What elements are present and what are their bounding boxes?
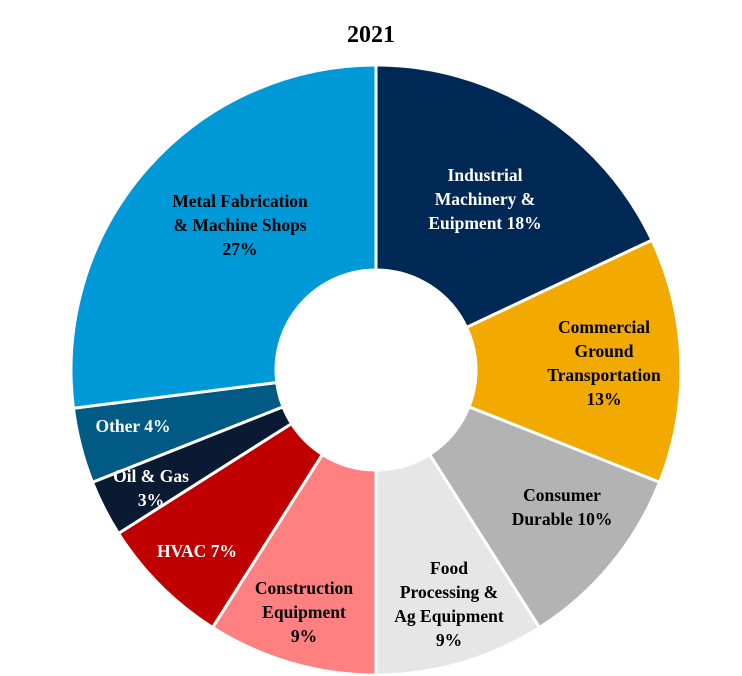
slice-0 (374, 63, 654, 330)
slice-label-line: Ag Equipment (394, 606, 504, 626)
slice-label-line: 27% (223, 239, 258, 259)
slice-1 (464, 238, 683, 485)
slice-label-line: Construction (255, 578, 353, 598)
slice-label-2: Consumer Durable 10% (512, 485, 613, 529)
labels-group: Industrial Machinery & Euipment 18% Commerc… (95, 165, 660, 650)
slice-3 (374, 452, 542, 676)
slice-label-4: Construction Equipment 9% (255, 578, 353, 646)
slice-label-line: HVAC 7% (157, 541, 237, 561)
slice-label-line: Commercial (558, 317, 650, 337)
slice-label-line: 9% (436, 630, 462, 650)
slice-label-line: Food (430, 558, 468, 578)
slice-label-line: 13% (587, 389, 622, 409)
slice-label-line: Transportation (547, 365, 661, 385)
slice-label-6: Oil & Gas 3% (113, 466, 189, 510)
slice-4 (210, 452, 378, 676)
slice-label-line: & Machine Shops (173, 215, 306, 235)
slice-label-5: HVAC 7% (157, 541, 237, 561)
chart-title: 2021 (347, 22, 395, 48)
slice-label-line: Processing & (400, 582, 498, 602)
slice-label-line: Euipment 18% (428, 213, 541, 233)
slice-label-line: Ground (574, 341, 633, 361)
slice-2 (427, 404, 662, 630)
slice-label-7: Other 4% (95, 416, 170, 436)
slice-label-line: Industrial (448, 165, 523, 185)
slice-label-line: Equipment (262, 602, 346, 622)
slice-label-line: Metal Fabrication (172, 191, 308, 211)
slice-label-line: Oil & Gas (113, 466, 189, 486)
slice-label-line: 9% (291, 626, 317, 646)
slice-label-line: Consumer (523, 485, 601, 505)
slice-label-line: Other 4% (95, 416, 170, 436)
slice-label-0: Industrial Machinery & Euipment 18% (428, 165, 541, 233)
slice-label-line: Durable 10% (512, 509, 613, 529)
slice-label-1: Commercial Ground Transportation 13% (547, 317, 661, 409)
slice-label-line: 3% (138, 490, 164, 510)
slice-label-8: Metal Fabrication & Machine Shops 27% (172, 191, 308, 259)
slice-label-3: Food Processing & Ag Equipment 9% (394, 558, 504, 650)
slices-group (69, 63, 683, 676)
slice-label-line: Machinery & (435, 189, 536, 209)
slice-8 (69, 63, 378, 410)
